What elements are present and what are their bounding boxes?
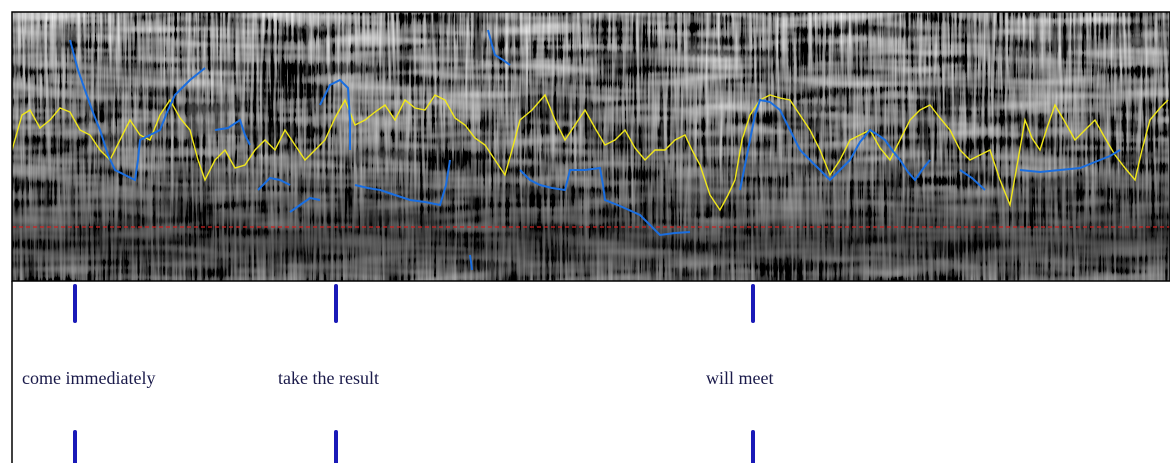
intensity-curve: [12, 93, 1169, 212]
word-label: come immediately: [22, 368, 155, 388]
boundary-markers: [73, 284, 755, 463]
pitch-curve: [69, 29, 1121, 271]
spectrogram-frame: [11, 11, 1170, 282]
spectrogram: [12, 12, 1170, 281]
word-label: will meet: [706, 368, 773, 388]
word-label: take the result: [278, 368, 379, 388]
